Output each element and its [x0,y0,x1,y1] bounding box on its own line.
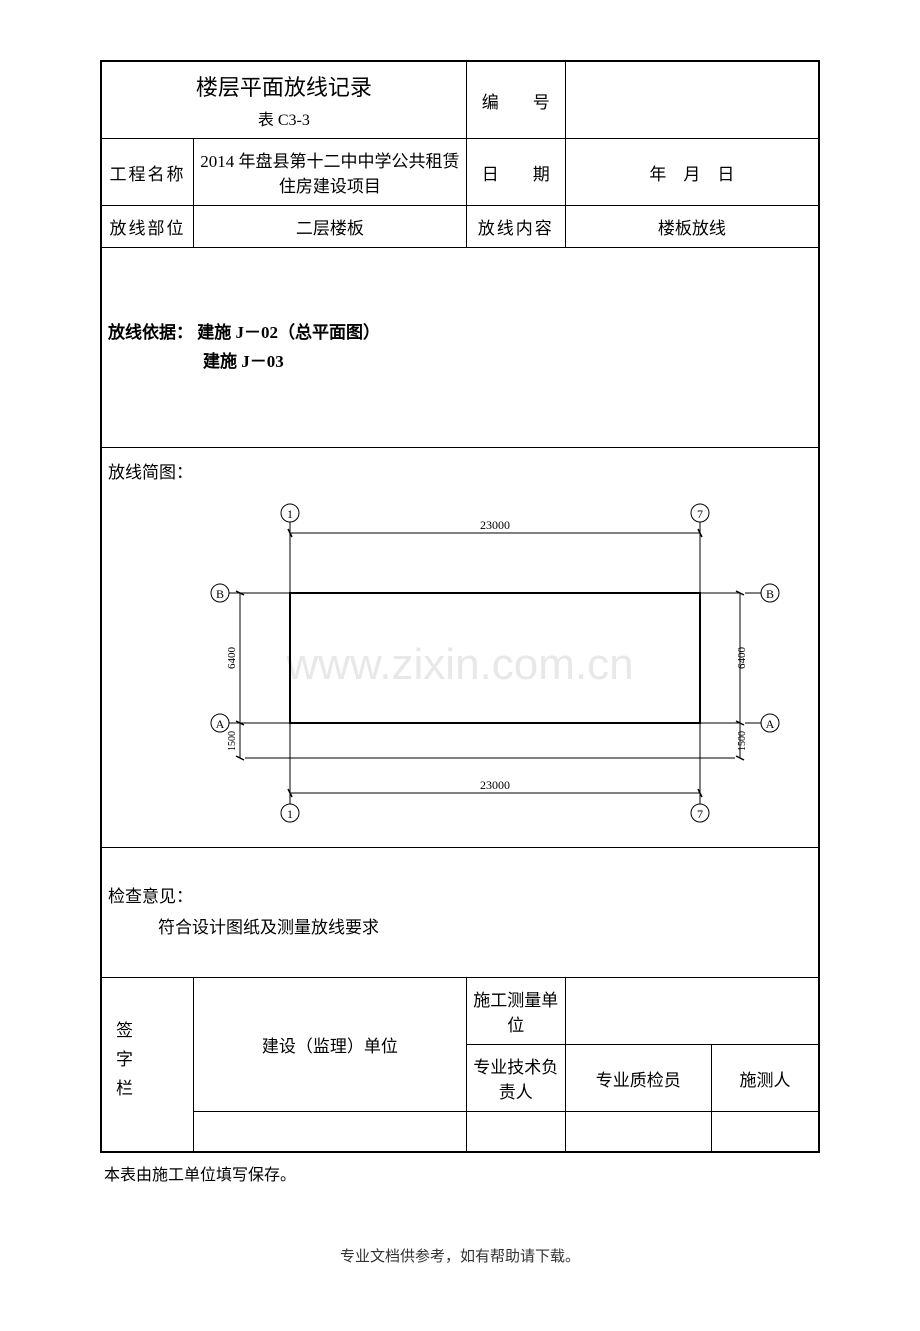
title-sub: 表 C3-3 [258,112,310,129]
position-label: 放线部位 [101,206,194,248]
project-label: 工程名称 [101,139,194,206]
axis-1-top: 1 [287,507,293,521]
sign-row-3 [101,1112,819,1152]
surveyor-label: 施测人 [711,1045,819,1112]
date-value: 年 月 日 [565,139,819,206]
surveyor-sign [711,1112,819,1152]
axis-7-bottom: 7 [697,807,703,821]
build-unit-label: 建设（监理）单位 [194,978,467,1112]
build-unit-sign [194,1112,467,1152]
construct-unit-label: 施工测量单位 [466,978,565,1045]
axis-a-right: A [766,717,775,731]
content-label: 放线内容 [466,206,565,248]
record-table: 楼层平面放线记录 表 C3-3 编 号 工程名称 2014 年盘县第十二中中学公… [100,60,820,1153]
dim-left-6400: 6400 [226,646,238,669]
basis-prefix: 放线依据： [108,323,193,342]
basis-cell: 放线依据： 建施 J－02（总平面图） 建施 J－03 [101,248,819,448]
diagram-row: 放线简图： www.zixin.com.cn 1 7 [101,448,819,848]
info-row-2: 放线部位 二层楼板 放线内容 楼板放线 [101,206,819,248]
info-row-1: 工程名称 2014 年盘县第十二中中学公共租赁住房建设项目 日 期 年 月 日 [101,139,819,206]
tech-leader-sign [466,1112,565,1152]
date-label: 日 期 [466,139,565,206]
inspector-sign [565,1112,711,1152]
content-value: 楼板放线 [565,206,819,248]
dim-right-1500: 1500 [737,731,748,751]
diagram-label: 放线简图： [108,458,812,483]
axis-7-top: 7 [697,507,703,521]
tech-leader-label: 专业技术负责人 [466,1045,565,1112]
opinion-label: 检查意见： [108,882,812,913]
opinion-text: 符合设计图纸及测量放线要求 [108,913,812,944]
diagram-container: www.zixin.com.cn 1 7 23000 [108,493,812,838]
dim-top: 23000 [480,518,510,532]
dim-right-6400: 6400 [736,646,748,669]
footer-note: 本表由施工单位填写保存。 [100,1161,820,1185]
title-cell: 楼层平面放线记录 表 C3-3 [101,61,466,139]
title-main: 楼层平面放线记录 [108,70,460,102]
opinion-cell: 检查意见： 符合设计图纸及测量放线要求 [101,848,819,978]
axis-b-left: B [216,587,224,601]
serial-value [565,61,819,139]
opinion-row: 检查意见： 符合设计图纸及测量放线要求 [101,848,819,978]
sign-row-1: 签字栏 建设（监理）单位 施工测量单位 [101,978,819,1045]
title-row: 楼层平面放线记录 表 C3-3 编 号 [101,61,819,139]
dim-left-1500: 1500 [227,731,238,751]
inspector-label: 专业质检员 [565,1045,711,1112]
project-value: 2014 年盘县第十二中中学公共租赁住房建设项目 [194,139,467,206]
construct-unit-value [565,978,819,1045]
page-footer: 专业文档供参考，如有帮助请下载。 [100,1245,820,1266]
basis-row: 放线依据： 建施 J－02（总平面图） 建施 J－03 [101,248,819,448]
diagram-cell: 放线简图： www.zixin.com.cn 1 7 [101,448,819,848]
basis-line2: 建施 J－03 [108,348,812,377]
serial-label: 编 号 [466,61,565,139]
axis-1-bottom: 1 [287,807,293,821]
floor-plan-diagram: 1 7 23000 B [140,493,780,833]
sign-column-label: 签字栏 [101,978,194,1152]
axis-b-right: B [766,587,774,601]
axis-a-left: A [216,717,225,731]
basis-line1: 建施 J－02（总平面图） [197,323,380,342]
dim-bottom: 23000 [480,778,510,792]
position-value: 二层楼板 [194,206,467,248]
